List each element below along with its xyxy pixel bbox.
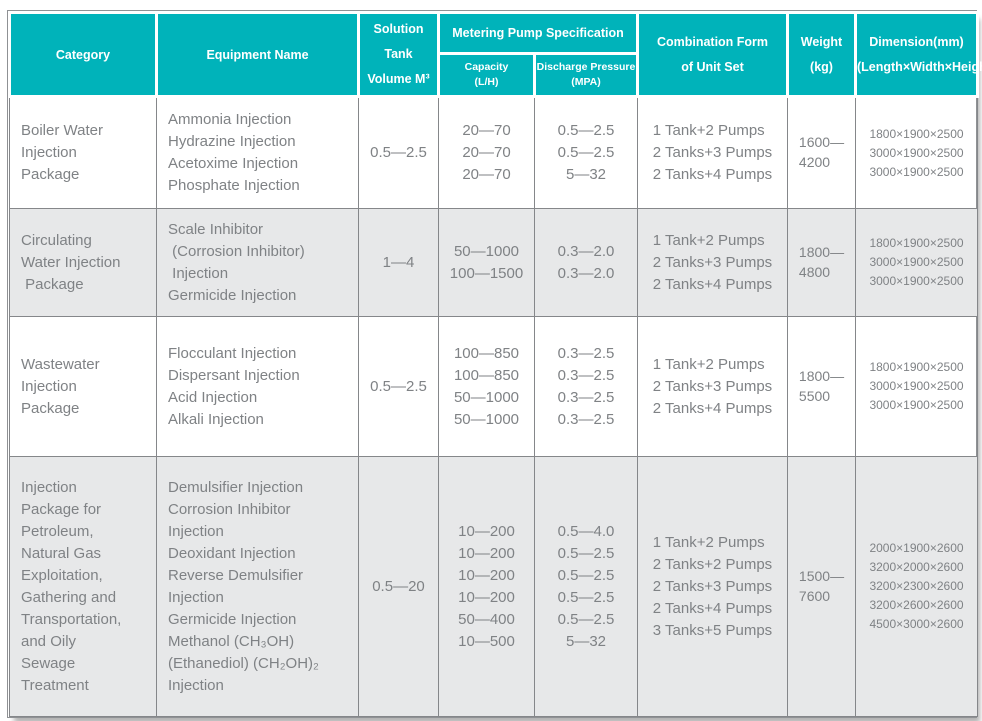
header-discharge-pressure: Discharge Pressure (MPA) [533, 52, 639, 98]
cell-equipment: Demulsifier Injection Corrosion Inhibito… [156, 456, 359, 717]
cell-capacity: 20—70 20—70 20—70 [438, 96, 535, 209]
table-row-wastewater: Wastewater Injection Package Flocculant … [9, 316, 978, 457]
weight-lines: 1600— 4200 [798, 134, 845, 170]
cell-category: Boiler Water Injection Package [9, 96, 157, 209]
cell-dimension: 2000×1900×2600 3200×2000×2600 3200×2300×… [855, 456, 978, 717]
table-row-circulating-water: Circulating Water Injection Package Scal… [9, 208, 978, 317]
cell-category: Wastewater Injection Package [9, 316, 157, 457]
cell-weight: 1800— 5500 [787, 316, 856, 457]
combination-lines: 1 Tank+2 Pumps 2 Tanks+3 Pumps 2 Tanks+4… [652, 122, 773, 183]
cell-equipment: Scale Inhibitor (Corrosion Inhibitor) In… [156, 208, 359, 317]
cell-capacity: 10—200 10—200 10—200 10—200 50—400 10—50… [438, 456, 535, 717]
cell-tank-volume: 0.5—20 [358, 456, 439, 717]
cell-combination: 1 Tank+2 Pumps 2 Tanks+3 Pumps 2 Tanks+4… [637, 316, 788, 457]
spec-table: Category Equipment Name Solution Tank Vo… [8, 11, 982, 717]
weight-lines: 1500— 7600 [798, 567, 845, 604]
weight-lines: 1800— 5500 [798, 367, 845, 404]
cell-tank-volume: 0.5—2.5 [358, 316, 439, 457]
cell-weight: 1600— 4200 [787, 96, 856, 209]
cell-pressure: 0.3—2.5 0.3—2.5 0.3—2.5 0.3—2.5 [534, 316, 638, 457]
table-row-petroleum: Injection Package for Petroleum, Natural… [9, 456, 978, 717]
cell-tank-volume: 0.5—2.5 [358, 96, 439, 209]
cell-weight: 1500— 7600 [787, 456, 856, 717]
injection-package-spec-table: Category Equipment Name Solution Tank Vo… [7, 10, 982, 718]
cell-pressure: 0.3—2.0 0.3—2.0 [534, 208, 638, 317]
combination-lines: 1 Tank+2 Pumps 2 Tanks+3 Pumps 2 Tanks+4… [652, 355, 773, 417]
header-combination-form: Combination Form of Unit Set [636, 11, 789, 98]
header-dimension: Dimension(mm) (Length×Width×Height) [854, 11, 982, 98]
cell-combination: 1 Tank+2 Pumps 2 Tanks+2 Pumps 2 Tanks+3… [637, 456, 788, 717]
header-equipment-name: Equipment Name [155, 11, 360, 98]
combination-lines: 1 Tank+2 Pumps 2 Tanks+2 Pumps 2 Tanks+3… [652, 533, 773, 639]
cell-dimension: 1800×1900×2500 3000×1900×2500 3000×1900×… [855, 96, 978, 209]
header-category: Category [8, 11, 158, 98]
cell-pressure: 0.5—4.0 0.5—2.5 0.5—2.5 0.5—2.5 0.5—2.5 … [534, 456, 638, 717]
cell-equipment: Flocculant Injection Dispersant Injectio… [156, 316, 359, 457]
header-capacity: Capacity (L/H) [437, 52, 536, 98]
header-metering-pump-specification: Metering Pump Specification [437, 11, 639, 55]
weight-lines: 1800— 4800 [798, 243, 845, 280]
cell-capacity: 100—850 100—850 50—1000 50—1000 [438, 316, 535, 457]
cell-combination: 1 Tank+2 Pumps 2 Tanks+3 Pumps 2 Tanks+4… [637, 208, 788, 317]
cell-capacity: 50—1000 100—1500 [438, 208, 535, 317]
cell-equipment: Ammonia Injection Hydrazine Injection Ac… [156, 96, 359, 209]
cell-pressure: 0.5—2.5 0.5—2.5 5—32 [534, 96, 638, 209]
cell-tank-volume: 1—4 [358, 208, 439, 317]
header-solution-tank-volume: Solution Tank Volume M³ [357, 11, 440, 98]
header-weight: Weight (kg) [786, 11, 857, 98]
table-row-boiler-water: Boiler Water Injection Package Ammonia I… [9, 96, 978, 209]
cell-category: Injection Package for Petroleum, Natural… [9, 456, 157, 717]
cell-dimension: 1800×1900×2500 3000×1900×2500 3000×1900×… [855, 316, 978, 457]
cell-category: Circulating Water Injection Package [9, 208, 157, 317]
combination-lines: 1 Tank+2 Pumps 2 Tanks+3 Pumps 2 Tanks+4… [652, 231, 773, 293]
cell-dimension: 1800×1900×2500 3000×1900×2500 3000×1900×… [855, 208, 978, 317]
cell-weight: 1800— 4800 [787, 208, 856, 317]
cell-combination: 1 Tank+2 Pumps 2 Tanks+3 Pumps 2 Tanks+4… [637, 96, 788, 209]
